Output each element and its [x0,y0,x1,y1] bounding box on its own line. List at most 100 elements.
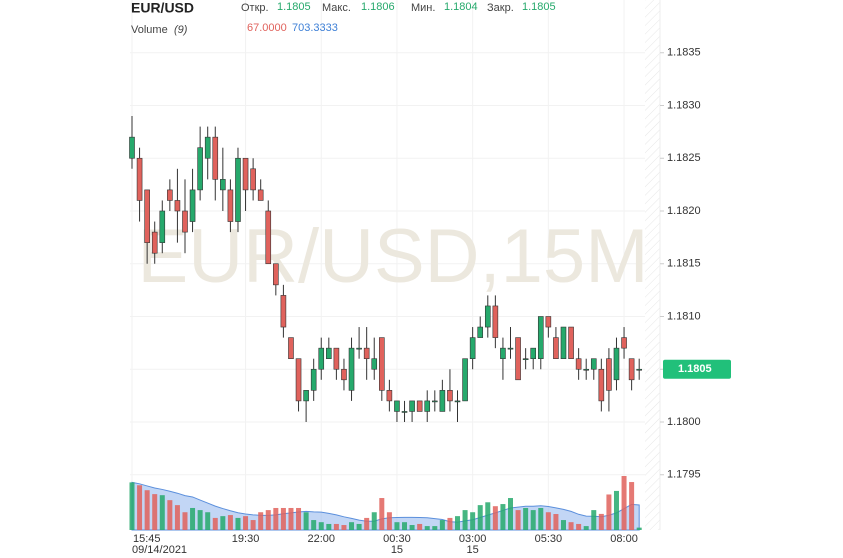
y-tick-label: 1.1825 [667,152,701,164]
volume-bar [197,510,203,530]
volume-bar [280,507,286,530]
future-area [645,0,660,530]
volume-bar [250,520,256,530]
candle-body [204,136,211,159]
volume-bar [591,510,597,530]
volume-bar [500,504,506,530]
volume-bar [402,522,408,530]
volume-bar [432,526,438,530]
volume-bar [371,512,377,530]
volume-bar [258,512,264,530]
volume-label: Volume [131,24,168,36]
volume-bar [190,507,196,530]
volume-bar [439,520,445,530]
ohlc-value: 1.1805 [277,1,311,13]
ohlc-label: Откр. [241,2,269,14]
candle-body [515,337,521,381]
candle-body [500,347,506,359]
candle-body [318,347,325,370]
candle-body [250,168,256,191]
volume-ma: 703.3333 [292,22,338,34]
candle-body [174,200,181,212]
candle-body [454,400,461,403]
volume-bar [273,507,279,530]
volume-bar [409,525,415,530]
candle-body [598,368,605,402]
volume-bar [394,522,400,530]
candle-body [431,400,438,403]
candle-body [235,157,241,222]
candle-body [273,263,279,286]
candle-body [583,368,590,371]
candle-body [530,347,537,359]
candle-body [129,136,135,159]
volume-bar [417,523,423,530]
ohlc-value: 1.1805 [522,1,556,13]
volume-bar [613,490,619,530]
volume-bar [341,525,347,530]
volume-bar [447,517,453,530]
candle-body [288,337,294,360]
volume-bar [523,507,529,530]
ohlc-value: 1.1804 [444,1,478,13]
y-tick-label: 1.1800 [667,416,701,428]
volume-bar [470,512,476,530]
volume-bar [553,514,559,530]
volume-bar [265,510,271,530]
candle-body [136,157,143,201]
candle-body [295,358,302,402]
candle-body [469,337,476,360]
candle-body [144,189,150,243]
candle-body [189,189,196,222]
candle-body [363,347,370,359]
candle-body [409,400,415,412]
y-tick-label: 1.1810 [667,310,701,322]
candle-body [628,358,635,381]
volume-bar [636,527,642,530]
volume-bar [333,523,339,530]
candle-body [613,347,620,381]
volume-bar [492,506,498,530]
volume-bar [424,526,430,530]
symbol: EUR/USD [131,0,194,16]
candle-body [303,390,309,402]
ohlc-value: 1.1806 [361,1,395,13]
candle-body [492,305,499,338]
volume-bar [568,522,574,530]
volume-bar [364,517,370,530]
y-tick-label: 1.1820 [667,205,701,217]
ohlc-label: Мин. [411,2,435,14]
volume-bar [182,512,188,530]
plot [129,116,642,531]
volume-bar [455,516,461,530]
ohlc-label: Макс. [322,2,351,14]
volume-bar [152,494,158,530]
x-sub-label: 15 [467,544,479,556]
candle-body [310,368,317,391]
candle-body [553,337,559,360]
candle-body [386,390,393,402]
candle-body [280,295,287,328]
candle-body [167,189,173,201]
candle-body [636,368,642,371]
x-tick-label: 19:30 [232,533,260,545]
candle-body [537,316,544,360]
candle-body [394,400,400,412]
volume-bar [174,505,180,530]
volume-bar [167,500,173,530]
y-tick-label: 1.1815 [667,258,701,270]
candle-body [333,347,340,370]
volume-bar [220,516,226,530]
candle-body [197,147,203,191]
x-tick-label: 03:00 [459,533,487,545]
volume-last: 67.0000 [247,22,287,34]
volume-bar [629,482,635,530]
candle-body [462,358,468,402]
candle-body [484,305,491,328]
grid [130,0,645,530]
candle-body [401,411,408,413]
volume-bar [530,510,536,530]
candle-body [522,358,529,361]
volume-bar [159,495,165,530]
